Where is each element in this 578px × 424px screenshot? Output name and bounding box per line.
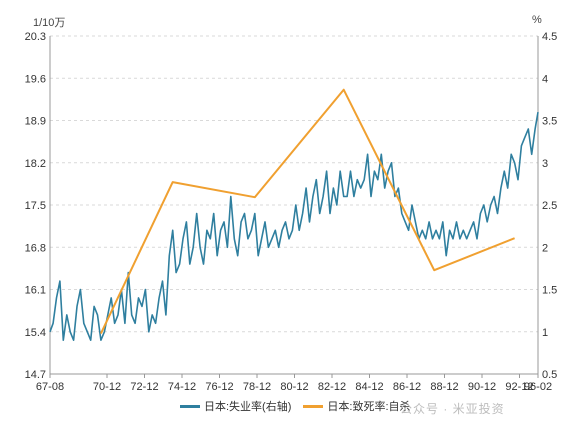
right-axis-tick-label: 4.5 (542, 31, 557, 43)
right-axis-tick-label: 3.5 (542, 116, 557, 128)
left-axis-tick-label: 15.4 (25, 327, 46, 339)
x-axis-tick-label: 72-12 (130, 381, 158, 393)
left-axis-tick-label: 20.3 (25, 31, 46, 43)
left-axis-tick-label: 16.8 (25, 242, 46, 254)
x-axis-tick-label: 67-08 (36, 381, 64, 393)
x-axis-tick-label: 78-12 (243, 381, 271, 393)
x-axis-tick-label: 82-12 (318, 381, 346, 393)
watermark-text: 公众号 · 米亚投资 (400, 402, 505, 416)
legend-label-suicide: 日本:致死率:自杀 (327, 401, 411, 413)
x-axis-tick-label: 76-12 (205, 381, 233, 393)
x-axis-tick-label: 92-12 (505, 381, 533, 393)
left-axis-tick-label: 14.7 (25, 369, 46, 381)
legend-item-unemployment: 日本:失业率(右轴) (180, 398, 291, 414)
left-axis-tick-label: 16.1 (25, 285, 46, 297)
legend-swatch-unemployment (180, 404, 200, 408)
x-axis-tick-label: 86-12 (393, 381, 421, 393)
x-axis-tick-label: 70-12 (93, 381, 121, 393)
x-axis-tick-label: 96-02 (524, 381, 552, 393)
left-axis-tick-label: 19.6 (25, 73, 46, 85)
x-axis-tick-label: 90-12 (468, 381, 496, 393)
left-axis-tick-label: 18.2 (25, 158, 46, 170)
suicide-rate-line (99, 88, 515, 335)
x-axis-tick-label: 84-12 (355, 381, 383, 393)
chart-legend: 日本:失业率(右轴) 日本:致死率:自杀 (180, 398, 423, 414)
x-axis-tick-label: 88-12 (430, 381, 458, 393)
right-axis-tick-label: 3 (542, 158, 548, 170)
legend-swatch-suicide (303, 404, 324, 408)
left-axis-tick-label: 18.9 (25, 116, 46, 128)
legend-item-suicide: 日本:致死率:自杀 (303, 398, 411, 414)
right-axis-unit: % (532, 14, 542, 26)
right-axis-tick-label: 1.5 (542, 285, 557, 297)
right-axis-tick-label: 2.5 (542, 200, 557, 212)
right-axis-tick-label: 1 (542, 327, 548, 339)
unemployment-rate-line (49, 111, 539, 342)
right-axis-tick-label: 2 (542, 242, 548, 254)
x-axis-tick-label: 74-12 (168, 381, 196, 393)
left-axis-tick-label: 17.5 (25, 200, 46, 212)
left-axis-unit: 1/10万 (33, 17, 66, 29)
x-axis-tick-label: 80-12 (280, 381, 308, 393)
right-axis-tick-label: 0.5 (542, 369, 557, 381)
legend-label-unemployment: 日本:失业率(右轴) (204, 401, 292, 413)
right-axis-tick-label: 4 (542, 73, 548, 85)
